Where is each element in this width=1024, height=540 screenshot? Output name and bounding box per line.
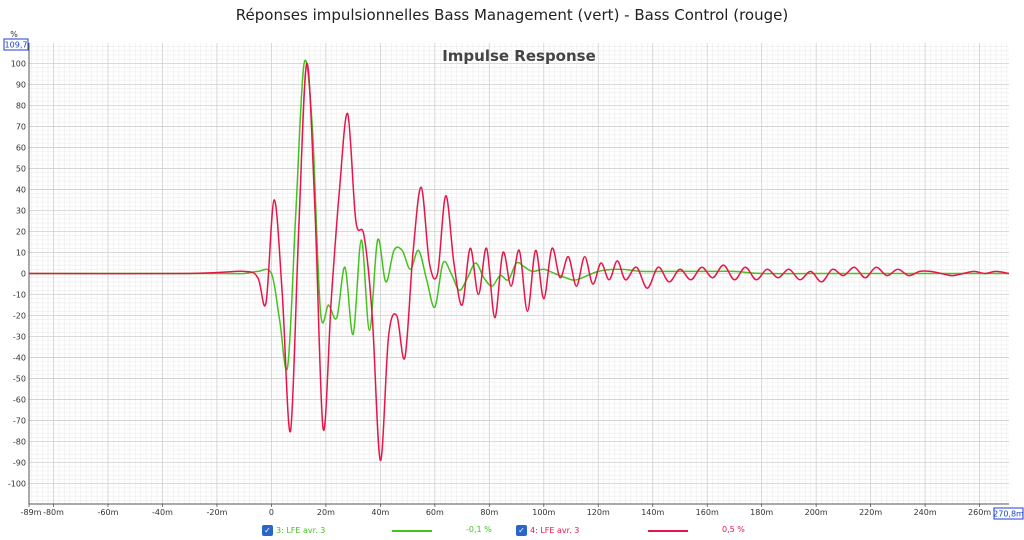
checkbox-checked-icon[interactable]: ✓ <box>516 525 527 536</box>
y-axis-unit: % <box>10 30 18 39</box>
y-tick-label: 60 <box>16 143 26 152</box>
x-tick-label: 260m <box>968 508 991 517</box>
y-tick-label: 100 <box>11 59 26 68</box>
y-tick-label: -30 <box>13 333 26 342</box>
x-tick-label: 220m <box>859 508 882 517</box>
x-tick-label: 140m <box>641 508 664 517</box>
y-tick-label: -90 <box>13 459 26 468</box>
legend-value: 0,5 % <box>722 525 745 534</box>
x-tick-label: 80m <box>480 508 498 517</box>
y-tick-label: 10 <box>16 248 26 257</box>
grid-major <box>29 43 1009 504</box>
y-tick-label: 20 <box>16 227 26 236</box>
y-tick-label: -60 <box>13 396 26 405</box>
x-tick-label: 20m <box>317 508 335 517</box>
y-top-value: 109,7 <box>5 41 28 50</box>
x-tick-label: 180m <box>750 508 773 517</box>
y-tick-label: -40 <box>13 354 26 363</box>
chart-title: Impulse Response <box>442 47 596 65</box>
y-tick-label: 90 <box>16 80 26 89</box>
y-axis-ticks: 1009080706050403020100-10-20-30-40-50-60… <box>8 59 26 488</box>
series-line-red <box>28 62 1010 462</box>
series-line-green <box>29 59 1009 371</box>
legend-item-series-4[interactable]: ✓ 4: LFE avr. 3 <box>516 525 579 536</box>
y-tick-label: 30 <box>16 206 26 215</box>
x-tick-label: 160m <box>696 508 719 517</box>
x-tick-label: 40m <box>371 508 389 517</box>
checkbox-checked-icon[interactable]: ✓ <box>262 525 273 536</box>
legend-value-series-4: 0,5 % <box>722 525 745 534</box>
legend-line-series-3 <box>392 530 432 532</box>
y-tick-label: -10 <box>13 291 26 300</box>
legend-value: -0,1 % <box>466 525 492 534</box>
legend-value-series-3: -0,1 % <box>466 525 492 534</box>
x-axis-ticks: -89m -80m -60m -40m -20m 0 20m 40m 60m 80m 100m 120… <box>21 504 991 517</box>
x-tick-label: 0 <box>269 508 274 517</box>
window-title: Réponses impulsionnelles Bass Management… <box>235 6 789 24</box>
y-top-value-box[interactable]: 109,7 <box>3 38 29 51</box>
x-right-value: 270,8m <box>993 510 1024 519</box>
y-tick-label: -70 <box>13 417 26 426</box>
legend-label: 3: LFE avr. 3 <box>276 526 326 535</box>
y-tick-label: -100 <box>8 480 26 489</box>
x-tick-label: 240m <box>914 508 937 517</box>
y-tick-label: 80 <box>16 101 26 110</box>
series-layer <box>28 59 1010 462</box>
legend-line-series-4 <box>648 530 688 532</box>
y-tick-label: -80 <box>13 438 26 447</box>
y-tick-label: 40 <box>16 185 26 194</box>
legend-label: 4: LFE avr. 3 <box>530 526 580 535</box>
x-tick-label: -40m <box>152 508 173 517</box>
x-tick-label: -60m <box>98 508 119 517</box>
legend: ✓ 3: LFE avr. 3 -0,1 % ✓ 4: LFE avr. 3 0… <box>0 525 1024 539</box>
legend-swatch-line <box>392 530 432 532</box>
legend-swatch-line <box>648 530 688 532</box>
y-tick-label: 0 <box>21 270 26 279</box>
y-tick-label: -50 <box>13 375 26 384</box>
x-tick-label: 120m <box>587 508 610 517</box>
y-tick-label: -20 <box>13 312 26 321</box>
legend-item-series-3[interactable]: ✓ 3: LFE avr. 3 <box>262 525 325 536</box>
x-tick-label: 200m <box>805 508 828 517</box>
x-tick-label: 60m <box>426 508 444 517</box>
x-right-value-box[interactable]: 270,8m <box>993 507 1024 520</box>
x-tick-label: -80m <box>43 508 64 517</box>
x-tick-label: 100m <box>532 508 555 517</box>
x-tick-label: -89m <box>21 508 42 517</box>
x-tick-label: -20m <box>207 508 228 517</box>
y-tick-label: 70 <box>16 122 26 131</box>
y-tick-label: 50 <box>16 164 26 173</box>
